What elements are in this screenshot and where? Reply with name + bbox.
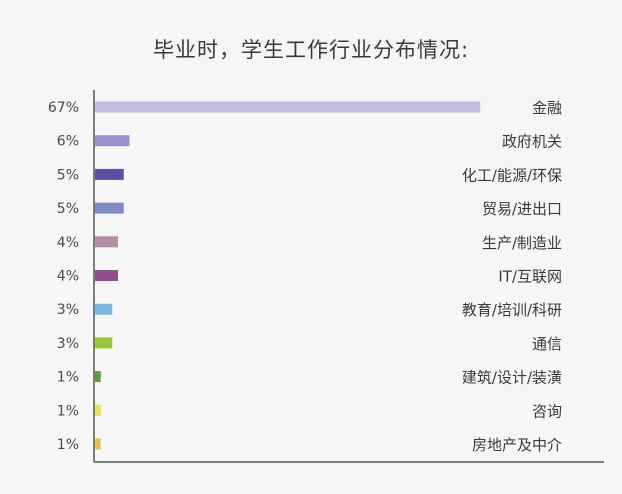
value-label: 3% [57,302,79,318]
bar [95,236,118,248]
value-label: 4% [57,269,79,285]
bar [95,270,118,281]
value-label: 67% [48,100,79,116]
bar [95,101,481,113]
bar [95,202,124,214]
category-label: 贸易/进出口 [482,200,562,218]
category-label: 通信 [532,335,562,353]
value-label: 1% [57,370,79,386]
value-label: 5% [57,167,79,183]
value-label: 4% [57,235,79,251]
value-label: 3% [57,336,79,352]
value-label: 5% [57,201,79,217]
value-label: 1% [57,437,79,453]
category-label: IT/互联网 [498,268,562,286]
bar [95,168,124,180]
category-label: 生产/制造业 [482,234,562,252]
value-label: 1% [57,403,79,419]
category-label: 金融 [532,99,562,117]
category-label: 化工/能源/环保 [462,166,562,184]
category-label: 教育/培训/科研 [462,301,562,319]
category-label: 咨询 [532,402,562,420]
chart-title: 毕业时，学生工作行业分布情况: [152,38,470,62]
category-label: 政府机关 [502,133,562,151]
bar [95,337,113,349]
bar [95,404,101,416]
bar [95,135,130,147]
bar [95,438,101,450]
value-label: 6% [57,134,79,150]
category-label: 房地产及中介 [472,436,562,454]
category-label: 建筑/设计/装潢 [462,369,562,387]
bar [95,303,113,315]
bar [95,371,101,383]
